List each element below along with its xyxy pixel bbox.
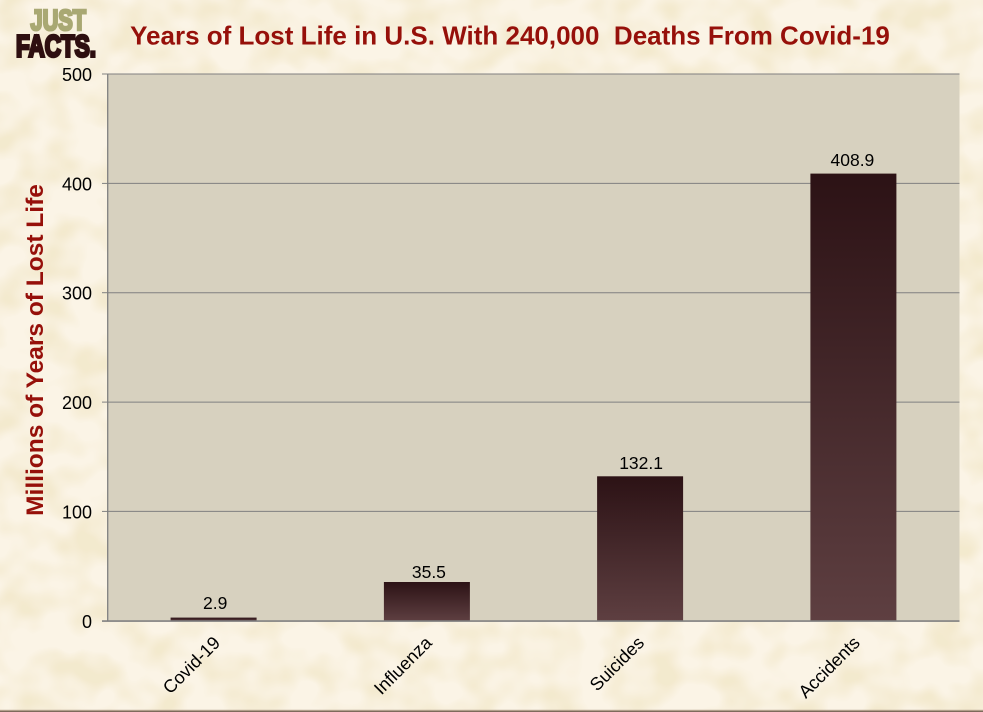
svg-text:Millions of Years of Lost Life: Millions of Years of Lost Life xyxy=(22,184,49,516)
svg-text:100: 100 xyxy=(62,502,92,522)
svg-text:35.5: 35.5 xyxy=(412,562,446,582)
svg-text:200: 200 xyxy=(62,393,92,413)
svg-text:2.9: 2.9 xyxy=(203,593,227,613)
svg-text:Years of Lost Life in U.S. Wit: Years of Lost Life in U.S. With 240,000 … xyxy=(130,21,890,51)
svg-text:300: 300 xyxy=(62,284,92,304)
svg-text:132.1: 132.1 xyxy=(619,453,663,473)
svg-text:0: 0 xyxy=(82,612,92,632)
svg-text:400: 400 xyxy=(62,174,92,194)
svg-text:500: 500 xyxy=(62,65,92,85)
svg-text:JUST: JUST xyxy=(31,5,87,37)
svg-text:FACTS.: FACTS. xyxy=(16,28,96,63)
svg-text:408.9: 408.9 xyxy=(831,150,875,170)
